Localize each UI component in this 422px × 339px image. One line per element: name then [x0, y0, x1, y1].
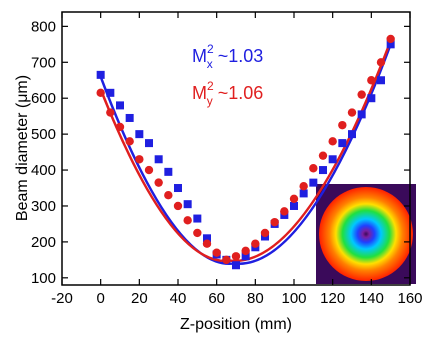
- annotation-m2-x: M2 x ~1.03: [192, 42, 263, 71]
- marker-y: [96, 88, 105, 98]
- marker-x: [135, 130, 144, 139]
- marker-y: [173, 201, 183, 211]
- marker-x: [183, 200, 192, 209]
- marker-y: [241, 246, 250, 256]
- annotation-m2-y: M2 y ~1.06: [192, 79, 263, 108]
- marker-y: [367, 76, 376, 85]
- plot-frame: [61, 11, 411, 286]
- marker-x: [299, 189, 308, 198]
- annotation-sup: 2: [207, 79, 214, 93]
- marker-y: [318, 151, 328, 160]
- annotation-base: M: [192, 83, 207, 103]
- marker-x: [154, 155, 163, 164]
- marker-y: [376, 58, 386, 67]
- marker-y: [260, 228, 270, 238]
- marker-x: [164, 167, 173, 176]
- marker-x: [193, 214, 202, 223]
- y-tick-label: 400: [31, 162, 56, 179]
- marker-x: [367, 94, 376, 103]
- marker-x: [338, 139, 347, 148]
- marker-y: [164, 190, 173, 200]
- x-tick-label: 20: [131, 290, 148, 307]
- annotation-sub: y: [207, 94, 213, 108]
- annotation-sup: 2: [207, 42, 214, 56]
- marker-x: [386, 40, 395, 49]
- marker-y: [309, 164, 318, 173]
- marker-x: [203, 234, 211, 243]
- marker-y: [231, 252, 241, 261]
- marker-x: [116, 101, 124, 110]
- marker-y: [289, 194, 299, 203]
- marker-y: [251, 239, 260, 248]
- marker-y: [135, 155, 144, 164]
- marker-x: [125, 113, 134, 122]
- x-tick-label: 60: [208, 290, 225, 307]
- axis-ticks: -20 0 20 40 60 80 100 120 140 160 100 200 300 400 500 6…: [31, 12, 422, 307]
- x-tick-label: 160: [397, 290, 422, 307]
- marker-x: [290, 201, 298, 210]
- y-tick-label: 800: [31, 18, 56, 35]
- marker-x: [174, 184, 182, 193]
- y-tick-label: 600: [31, 90, 56, 107]
- y-tick-label: 700: [31, 54, 56, 71]
- x-tick-label: 0: [96, 290, 104, 307]
- marker-x: [241, 252, 250, 261]
- y-tick-label: 500: [31, 126, 56, 143]
- y-tick-label: 100: [31, 270, 56, 287]
- marker-y: [193, 228, 202, 238]
- annotation-value: ~1.06: [213, 83, 264, 103]
- marker-x: [328, 155, 337, 164]
- marker-y: [299, 182, 308, 191]
- marker-x: [357, 110, 366, 119]
- x-tick-label: 40: [170, 290, 187, 307]
- x-tick-label: -20: [51, 290, 73, 307]
- marker-y: [183, 216, 192, 225]
- marker-y: [328, 137, 337, 146]
- y-tick-label: 200: [31, 234, 56, 251]
- marker-y: [115, 122, 125, 132]
- marker-x: [96, 70, 105, 79]
- marker-y: [202, 239, 212, 248]
- x-axis-title: Z-position (mm): [180, 316, 292, 333]
- y-axis-title: Beam diameter (μm): [14, 75, 31, 221]
- marker-x: [319, 166, 327, 175]
- marker-y: [280, 207, 289, 216]
- marker-y: [338, 120, 347, 130]
- marker-x: [309, 178, 318, 187]
- marker-y: [357, 90, 366, 99]
- marker-x: [145, 139, 153, 148]
- marker-x: [106, 88, 115, 97]
- marker-y: [222, 255, 231, 265]
- marker-y: [212, 248, 221, 257]
- y-tick-label: 300: [31, 198, 56, 215]
- marker-y: [106, 108, 115, 117]
- beam-spot: [319, 187, 413, 281]
- beam-profile-inset: [316, 184, 416, 284]
- marker-x: [377, 76, 385, 85]
- annotation-value: ~1.03: [213, 46, 264, 66]
- annotation-base: M: [192, 46, 207, 66]
- marker-y: [386, 34, 395, 44]
- x-tick-label: 120: [320, 290, 345, 307]
- marker-y: [125, 137, 134, 146]
- marker-y: [144, 165, 154, 175]
- x-tick-label: 140: [359, 290, 384, 307]
- x-tick-label: 80: [247, 290, 264, 307]
- marker-x: [348, 130, 356, 139]
- marker-y: [154, 178, 163, 187]
- marker-x: [232, 261, 240, 270]
- annotation-sub: x: [207, 57, 213, 71]
- data-markers: [96, 34, 395, 270]
- marker-y: [270, 217, 279, 227]
- marker-y: [347, 108, 357, 117]
- x-tick-label: 100: [281, 290, 306, 307]
